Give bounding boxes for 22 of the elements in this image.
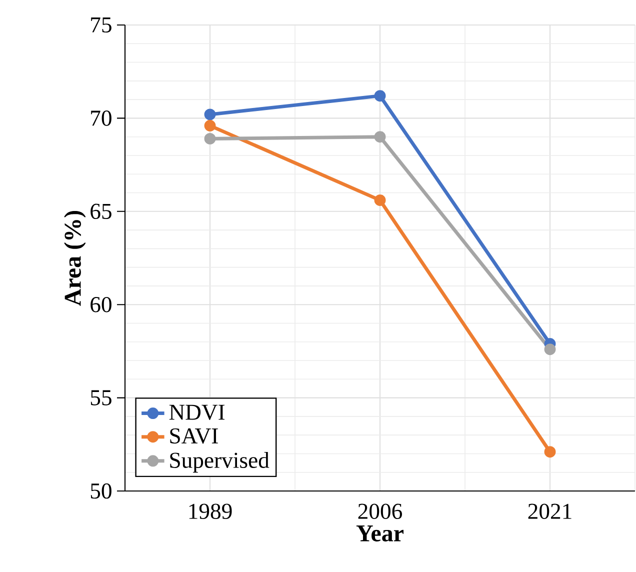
y-tick-label: 55 (90, 390, 112, 406)
y-tick-label: 50 (90, 483, 112, 499)
legend-label: SAVI (170, 428, 218, 444)
y-tick-label: 70 (91, 110, 112, 126)
point (374, 131, 386, 143)
legend-label: NDVI (169, 404, 225, 420)
x-tick-label: 2006 (358, 504, 402, 520)
point (544, 446, 556, 458)
point (544, 344, 556, 356)
point (204, 132, 216, 144)
point (374, 194, 386, 206)
x-tick-label: 2021 (528, 504, 572, 520)
x-axis-title: Year (356, 525, 404, 542)
point (374, 90, 386, 102)
y-tick-label: 65 (90, 204, 112, 220)
y-tick-label: 60 (90, 296, 112, 312)
legend-label: Supervised (170, 452, 270, 473)
y-tick-label: 75 (91, 17, 112, 33)
point (204, 120, 216, 132)
point (204, 108, 216, 120)
y-axis-title: Area (%) (64, 210, 86, 306)
x-tick-label: 1989 (189, 504, 232, 520)
